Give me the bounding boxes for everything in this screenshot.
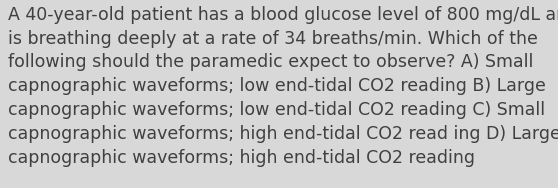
Text: A 40-year-old patient has a blood glucose level of 800 mg/dL and
is breathing de: A 40-year-old patient has a blood glucos… <box>8 6 558 167</box>
